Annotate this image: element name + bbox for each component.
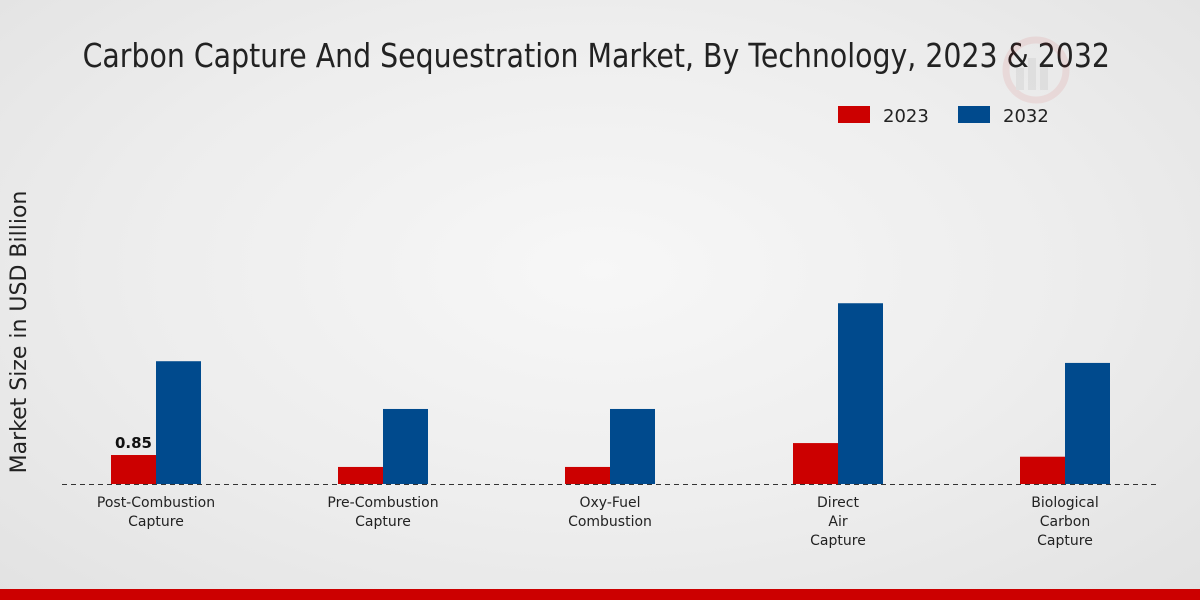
- chart-title: Carbon Capture And Sequestration Market,…: [82, 36, 1110, 75]
- x-tick-label-line: Capture: [128, 514, 184, 530]
- bar-2023-4: [1020, 456, 1065, 484]
- x-tick-label-line: Carbon: [1040, 514, 1090, 530]
- bars: [111, 303, 1110, 484]
- x-tick-label-line: Air: [828, 514, 847, 530]
- y-axis-label: Market Size in USD Billion: [7, 191, 32, 474]
- x-tick-label-line: Combustion: [568, 514, 652, 530]
- x-tick-label-line: Pre-Combustion: [327, 495, 438, 511]
- footer-bar: [0, 589, 1200, 600]
- data-label: 0.85: [115, 434, 152, 452]
- x-tick-label-line: Oxy-Fuel: [579, 495, 640, 511]
- bar-2023-1: [338, 466, 383, 484]
- x-tick-label-line: Capture: [355, 514, 411, 530]
- bar-2023-0: [111, 455, 156, 484]
- legend-label-2023: 2023: [883, 106, 929, 127]
- watermark-logo: [1002, 36, 1070, 104]
- legend-swatch-2032: [958, 106, 990, 123]
- x-tick-label: Oxy-Fuel Combustion: [568, 495, 652, 530]
- x-tick-label-line: Post-Combustion: [97, 495, 215, 511]
- bar-2032-4: [1065, 362, 1110, 484]
- x-tick-label-line: Capture: [810, 533, 866, 549]
- x-tick-label: Post-Combustion Capture: [97, 495, 215, 530]
- bar-2032-1: [383, 408, 428, 484]
- x-axis: Post-Combustion Capture Pre-Combustion Capt…: [62, 484, 1160, 549]
- x-tick-label-line: Direct: [817, 495, 859, 511]
- legend-swatch-2023: [838, 106, 870, 123]
- legend: 2023 2032: [838, 106, 1049, 127]
- x-tick-label: Direct Air Capture: [810, 495, 866, 549]
- bar-2032-0: [156, 361, 201, 484]
- x-tick-label-line: Biological: [1031, 495, 1098, 511]
- legend-label-2032: 2032: [1003, 106, 1049, 127]
- bar-2032-3: [838, 303, 883, 484]
- x-tick-label-line: Capture: [1037, 533, 1093, 549]
- y-axis: Market Size in USD Billion: [7, 191, 32, 474]
- x-tick-label: Pre-Combustion Capture: [327, 495, 438, 530]
- bar-2023-3: [793, 443, 838, 484]
- x-tick-label: Biological Carbon Capture: [1031, 495, 1098, 549]
- data-labels: 0.85: [115, 434, 152, 452]
- bar-2023-2: [565, 466, 610, 484]
- bar-2032-2: [610, 408, 655, 484]
